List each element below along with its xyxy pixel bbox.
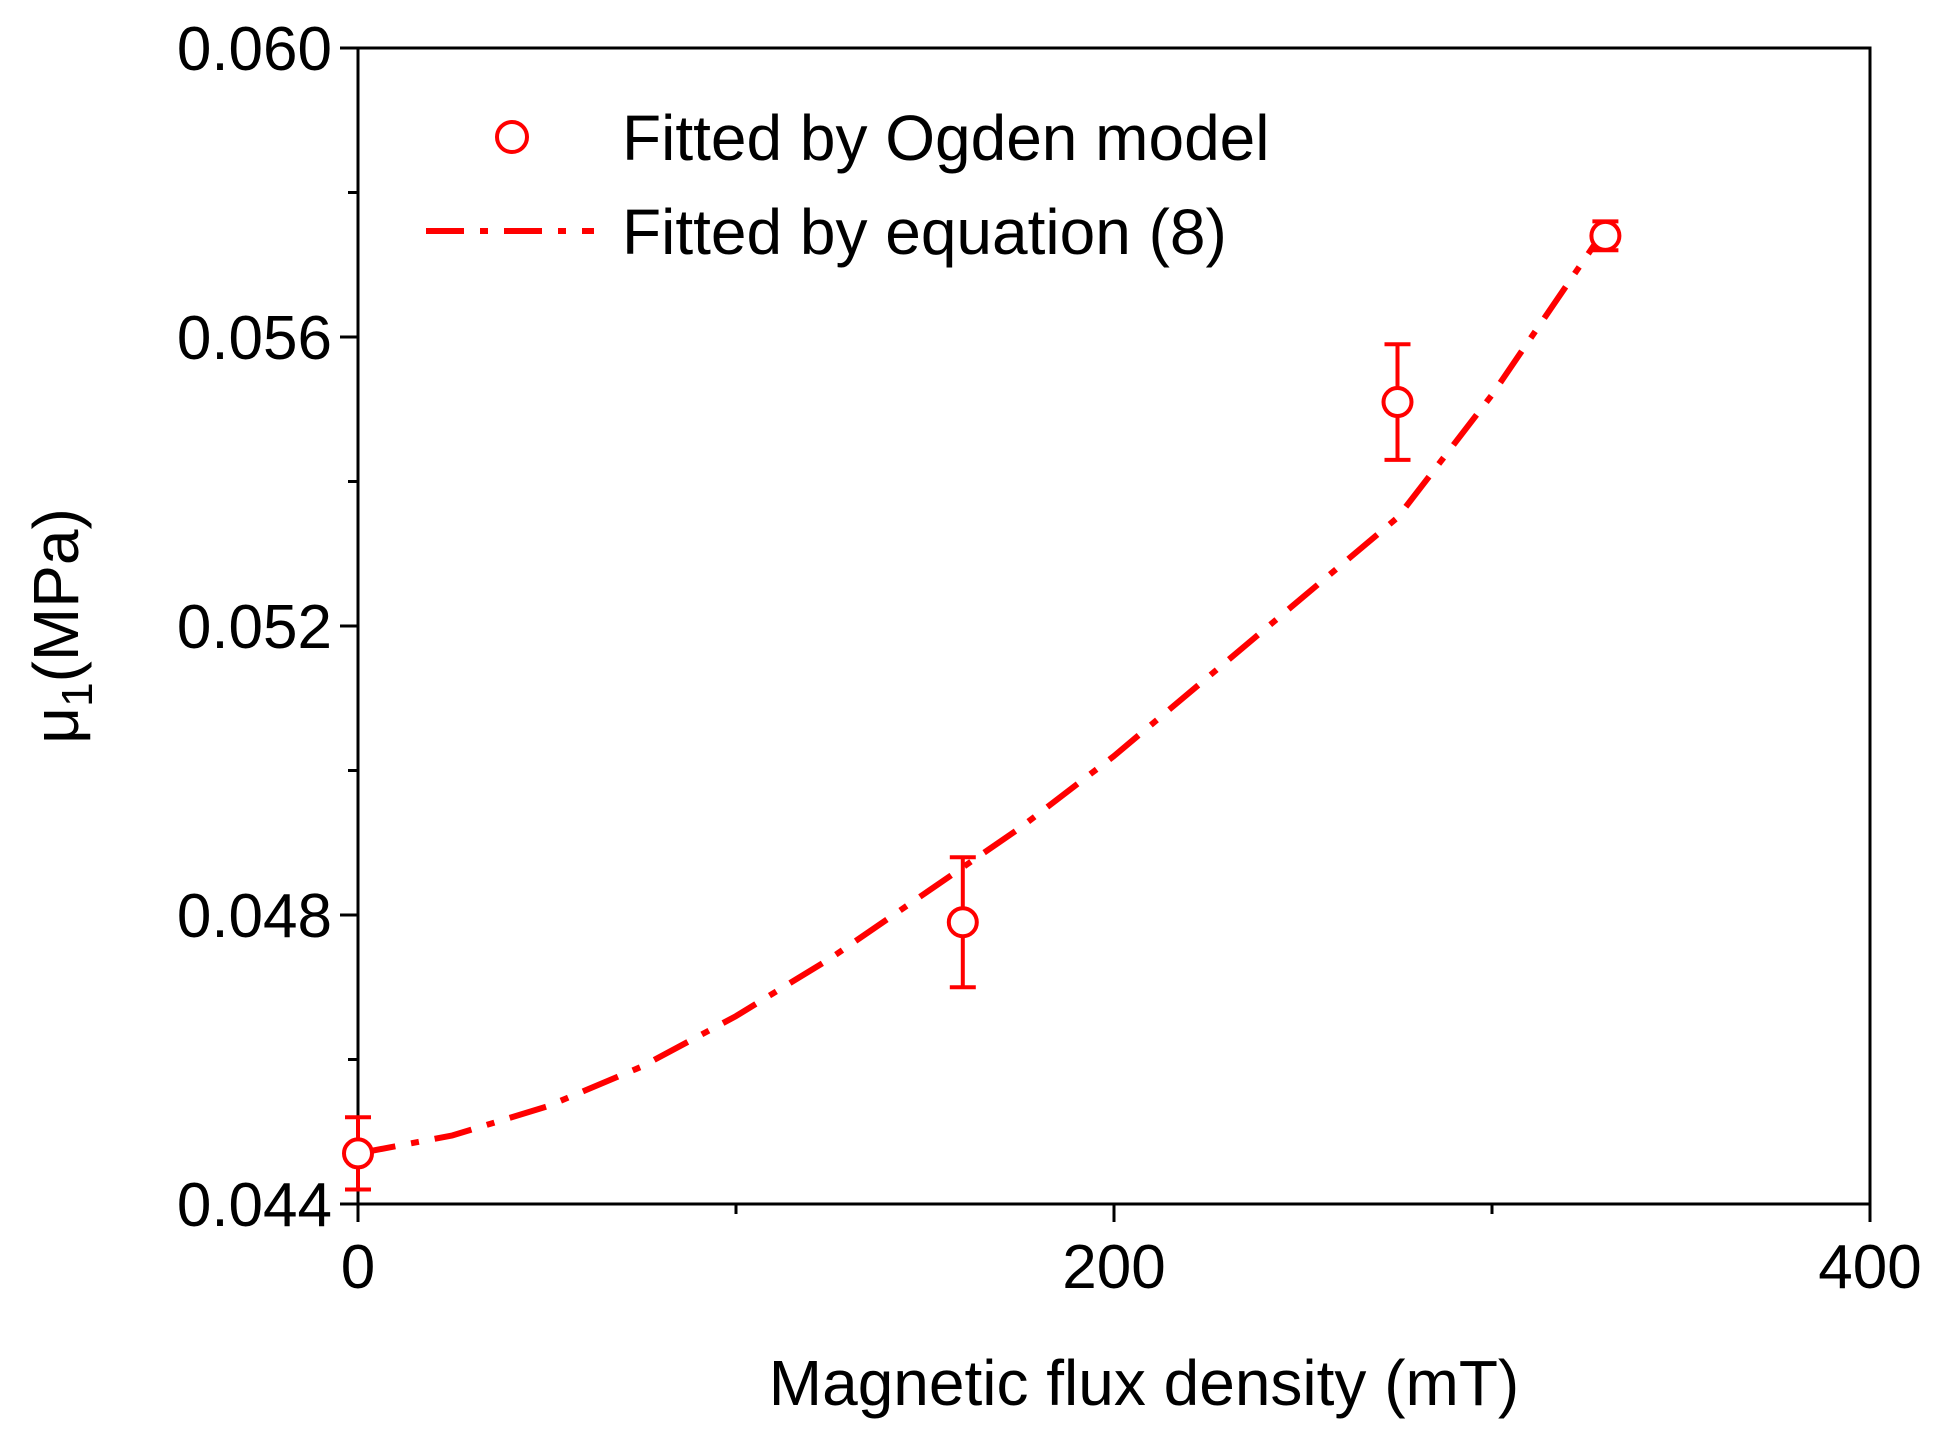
x-tick-label: 200 [1062,1233,1165,1302]
data-point-marker [1381,386,1414,419]
data-point-group [946,855,979,990]
data-point-series [342,219,1622,1192]
y-axis-title-unit: (MPa) [20,508,92,682]
fit-line-series [357,226,1608,1157]
data-point-marker [946,906,979,939]
data-point-group [342,1115,374,1192]
y-tick-label: 0.060 [177,15,332,84]
data-point-group [1381,342,1414,462]
legend-marker-circle [495,120,529,154]
data-point-marker [342,1137,374,1170]
y-tick-label: 0.056 [177,304,332,373]
legend-label-ogden: Fitted by Ogden model [622,102,1269,174]
y-axis-title: μ1(MPa) [20,508,102,744]
y-axis-title-subscript: 1 [53,682,102,706]
data-point-group [1589,219,1622,253]
x-tick-label: 0 [341,1233,375,1302]
y-tick-label: 0.048 [177,882,332,951]
legend-label-equation: Fitted by equation (8) [622,196,1227,268]
y-tick-label: 0.052 [177,593,332,662]
x-tick-label: 400 [1818,1233,1921,1302]
fit-line-equation-8 [357,226,1608,1157]
y-axis-title-symbol: μ [20,707,92,744]
x-axis-title: Magnetic flux density (mT) [769,1347,1519,1419]
ticks: 0 200 400 0.044 0.048 0.052 0.056 0.060 [177,15,1922,1302]
y-tick-label: 0.044 [177,1171,332,1240]
data-point-marker [1589,219,1622,252]
legend: Fitted by Ogden model Fitted by equation… [426,102,1269,268]
